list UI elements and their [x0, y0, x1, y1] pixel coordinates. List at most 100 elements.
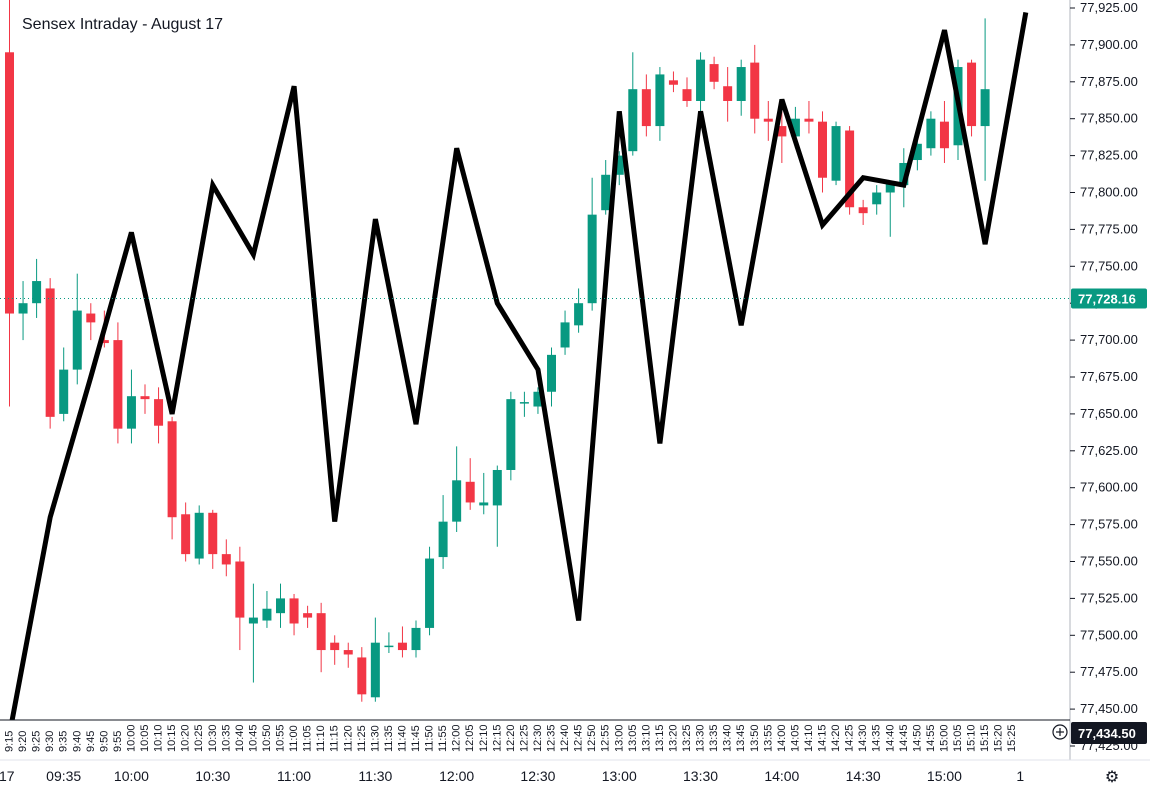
- candle: [289, 593, 299, 636]
- crosshair-marker[interactable]: [1052, 724, 1068, 740]
- x-tick-label: 15:00: [939, 724, 951, 752]
- candle: [682, 77, 692, 107]
- candle: [235, 546, 245, 651]
- candle: [86, 303, 96, 341]
- time-axis-label: 17: [0, 768, 15, 784]
- candle-body-down: [99, 340, 109, 344]
- candle-body-down: [154, 399, 164, 426]
- candle-body-down: [167, 421, 177, 518]
- x-tick-label: 10:15: [166, 724, 178, 752]
- y-tick-label: 77,575.00: [1080, 517, 1138, 532]
- x-tick-label: 11:25: [356, 725, 368, 752]
- x-tick-label: 9:20: [17, 731, 29, 752]
- candle: [438, 495, 448, 569]
- x-tick-label: 13:15: [654, 724, 666, 752]
- candle: [32, 258, 42, 318]
- candle-body-up: [276, 598, 285, 614]
- x-tick-label: 12:15: [491, 724, 503, 752]
- candle-body-down: [858, 207, 868, 214]
- candle-body-down: [113, 340, 123, 429]
- candle: [614, 151, 624, 186]
- y-tick-label: 77,550.00: [1080, 554, 1138, 569]
- x-tick-label: 11:10: [315, 725, 327, 752]
- bottom-price-label: 77,434.50: [1078, 726, 1136, 741]
- candle-body-down: [709, 64, 719, 82]
- time-axis-label: 13:30: [683, 768, 718, 784]
- x-tick-label: 13:35: [708, 724, 720, 752]
- x-tick-label: 11:20: [342, 725, 354, 752]
- y-tick-label: 77,750.00: [1080, 258, 1138, 273]
- x-tick-label: 9:55: [112, 731, 124, 752]
- candle: [506, 391, 516, 481]
- candle-body-down: [343, 650, 353, 655]
- x-tick-label: 12:45: [573, 724, 585, 752]
- candle: [126, 369, 136, 444]
- candle: [818, 111, 827, 193]
- current-price-label: 77,728.16: [1078, 292, 1136, 307]
- candle: [221, 539, 231, 577]
- x-tick-label: 13:10: [640, 724, 652, 752]
- x-tick-label: 9:40: [71, 731, 83, 752]
- candle-body-down: [221, 554, 231, 565]
- candle: [343, 642, 353, 668]
- x-tick-label: 15:05: [952, 724, 964, 752]
- x-tick-label: 14:15: [817, 724, 829, 752]
- time-axis-label: 14:30: [846, 768, 881, 784]
- candle: [804, 100, 814, 134]
- x-tick-label: 12:50: [586, 724, 598, 752]
- y-tick-label: 77,475.00: [1080, 664, 1138, 679]
- x-tick-label: 10:10: [153, 724, 165, 752]
- candle: [397, 626, 407, 658]
- candle-body-up: [18, 303, 28, 314]
- x-tick-label: 12:20: [505, 724, 517, 752]
- x-tick-label: 12:35: [546, 724, 558, 752]
- candle: [736, 59, 746, 116]
- candle-body-up: [248, 617, 258, 624]
- candle: [967, 59, 977, 137]
- current-price-badge-bg: [1071, 288, 1147, 309]
- candle-body-up: [438, 521, 448, 558]
- y-tick-label: 77,800.00: [1080, 185, 1138, 200]
- time-axis-label: 10:00: [114, 768, 149, 784]
- candle-body-down: [397, 642, 407, 651]
- gear-icon[interactable]: ⚙: [1104, 769, 1120, 786]
- candle: [303, 605, 313, 628]
- candle-body-up: [980, 89, 990, 127]
- candle-body-up: [560, 322, 570, 348]
- candle-body-up: [126, 396, 136, 429]
- y-tick-label: 77,625.00: [1080, 443, 1138, 458]
- x-tick-label: 13:05: [627, 724, 639, 752]
- time-axis[interactable]: 17 09:35 10:00 10:30 11:00 11:30 12:00 12:30 13:…: [0, 768, 1024, 784]
- candle: [113, 322, 123, 444]
- candle-body-down: [303, 613, 313, 618]
- candle: [628, 52, 638, 156]
- candle-body-down: [465, 481, 475, 503]
- candle-body-down: [668, 80, 678, 85]
- candle-body-up: [872, 192, 882, 205]
- y-tick-label: 77,600.00: [1080, 480, 1138, 495]
- candle-body-down: [804, 118, 814, 122]
- candle-body-down: [330, 642, 340, 651]
- candle: [370, 617, 380, 702]
- price-axis[interactable]: 77,925.00 77,900.00 77,875.00 77,850.00 77,8…: [1070, 0, 1138, 753]
- x-tick-label: 9:25: [31, 731, 43, 752]
- candle: [45, 278, 55, 429]
- price-labels-group: 77,728.16 77,434.50: [1071, 288, 1147, 744]
- candle-body-down: [45, 288, 55, 417]
- x-tick-label: 10:45: [247, 724, 259, 752]
- x-tick-label: 14:35: [871, 724, 883, 752]
- x-tick-label: 14:25: [844, 724, 856, 752]
- candle: [574, 288, 584, 333]
- candle-body-down: [357, 657, 367, 695]
- candle-body-down: [235, 561, 245, 618]
- x-tick-label: 9:50: [98, 731, 110, 752]
- candle: [641, 74, 651, 137]
- candle: [845, 126, 855, 215]
- candle-body-up: [452, 480, 462, 522]
- candle-body-up: [72, 310, 82, 370]
- candle-body-up: [790, 118, 800, 137]
- candle-body-down: [723, 86, 733, 101]
- candle-body-up: [32, 281, 42, 304]
- candle: [248, 583, 258, 683]
